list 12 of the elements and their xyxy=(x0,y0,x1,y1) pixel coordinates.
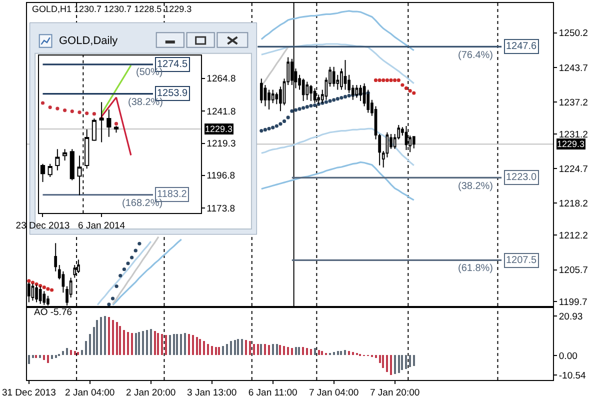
y-tick-label: 1199.7 xyxy=(558,297,588,308)
x-tick-label: 6 Jan 11:00 xyxy=(248,387,298,398)
x-tick-label: 7 Jan 20:00 xyxy=(370,387,420,398)
x-tick-label: 7 Jan 04:00 xyxy=(309,387,359,398)
x-tick-label: 2 Jan 04:00 xyxy=(65,387,115,398)
x-tick-label: 2 Jan 20:00 xyxy=(126,387,176,398)
y-tick-label: 20.93 xyxy=(558,311,583,322)
y-tick-label: -10.54 xyxy=(558,370,586,382)
chart-title: AO -5.76 xyxy=(34,307,72,318)
x-tick-label: 3 Jan 13:00 xyxy=(187,387,237,398)
x-tick-label: 31 Dec 2013 xyxy=(2,387,56,398)
y-tick-label: 0.00 xyxy=(558,350,578,362)
